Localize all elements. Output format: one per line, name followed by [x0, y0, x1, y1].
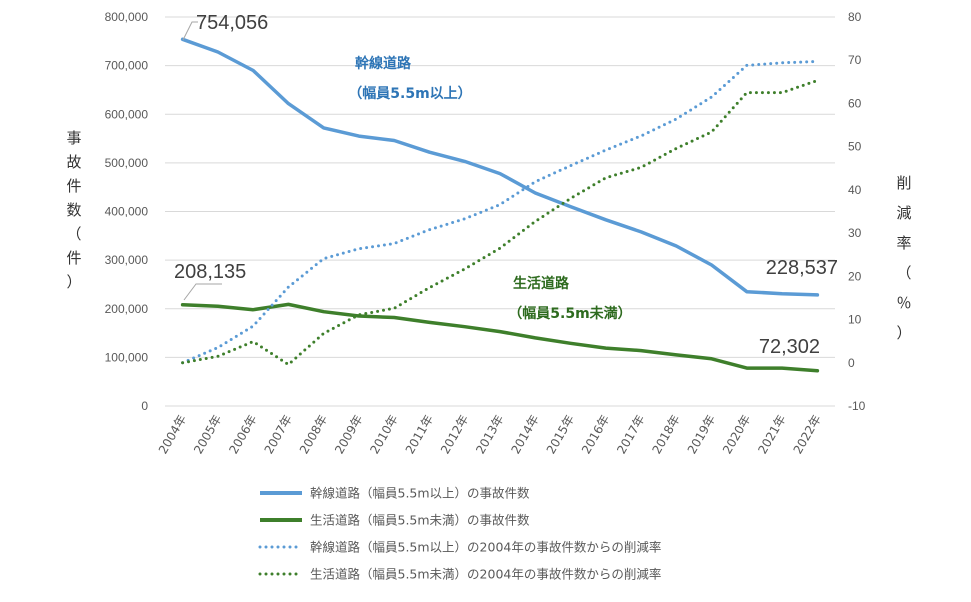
callout-label: 754,056: [196, 12, 268, 34]
left-tick-label: 100,000: [105, 350, 149, 364]
right-tick-label: -10: [848, 399, 866, 413]
left-axis-label: 事故件数（件）: [66, 129, 81, 291]
right-axis-ticks: -10 0 10 20 30 40 50 60 70 80: [848, 10, 866, 413]
right-tick-label: 20: [848, 269, 862, 283]
x-tick-label: 2008年: [297, 413, 330, 457]
x-tick-label: 2013年: [473, 413, 506, 457]
right-axis-label-char: 減: [896, 204, 911, 222]
annotation-subtitle: （幅員5.5m以上）: [348, 85, 471, 102]
left-axis-label-char: 故: [66, 153, 81, 171]
x-tick-label: 2011年: [403, 413, 436, 457]
series-line-3: [181, 60, 819, 365]
x-tick-label: 2020年: [720, 413, 753, 457]
left-axis-label-char: 事: [66, 129, 81, 147]
x-tick-label: 2009年: [332, 413, 365, 457]
left-tick-label: 700,000: [105, 59, 149, 73]
annotation-title: 幹線道路: [355, 55, 412, 72]
legend-label: 生活道路（幅員5.5m未満）の事故件数: [310, 513, 530, 528]
left-tick-label: 400,000: [105, 205, 149, 219]
x-tick-label: 2012年: [438, 413, 471, 457]
chart-annotations: 幹線道路 （幅員5.5m以上） 生活道路 （幅員5.5m未満）: [348, 55, 631, 322]
legend: 幹線道路（幅員5.5m以上）の事故件数生活道路（幅員5.5m未満）の事故件数幹線…: [258, 486, 661, 582]
legend-label: 幹線道路（幅員5.5m以上）の事故件数: [310, 486, 530, 501]
x-tick-label: 2007年: [262, 413, 295, 457]
left-tick-label: 300,000: [105, 253, 149, 267]
left-tick-label: 500,000: [105, 156, 149, 170]
x-tick-label: 2019年: [685, 413, 718, 457]
right-axis-label-char: ％: [896, 294, 911, 312]
x-tick-label: 2010年: [367, 413, 400, 457]
right-tick-label: 30: [848, 226, 862, 240]
callout-label: 72,302: [759, 336, 820, 358]
left-axis-label-char: 数: [66, 201, 81, 219]
series-line-1: [180, 37, 820, 297]
x-tick-label: 2018年: [650, 413, 683, 457]
right-tick-label: 70: [848, 53, 862, 67]
left-axis-label-char: （: [66, 225, 81, 243]
series-line-4: [181, 79, 819, 366]
x-tick-label: 2006年: [226, 413, 259, 457]
callout-leader: [182, 21, 198, 41]
x-tick-label: 2022年: [791, 413, 824, 457]
right-axis-label: 削減率 （ ％ ）: [896, 174, 911, 342]
callout-label: 228,537: [766, 257, 838, 279]
left-axis-label-char: 件: [66, 177, 81, 195]
right-axis-label-char: 削: [896, 174, 911, 192]
right-tick-label: 40: [848, 183, 862, 197]
x-tick-label: 2017年: [614, 413, 647, 457]
legend-label: 幹線道路（幅員5.5m以上）の2004年の事故件数からの削減率: [310, 540, 661, 555]
legend-label: 生活道路（幅員5.5m未満）の2004年の事故件数からの削減率: [310, 567, 661, 582]
callout-leader: [183, 283, 222, 301]
right-tick-label: 60: [848, 96, 862, 110]
right-tick-label: 10: [848, 313, 862, 327]
left-tick-label: 800,000: [105, 10, 149, 24]
series-line-2: [180, 302, 820, 373]
annotation-subtitle: （幅員5.5m未満）: [508, 305, 631, 322]
right-tick-label: 0: [848, 356, 855, 370]
gridlines: [165, 16, 835, 407]
x-tick-label: 2021年: [755, 413, 788, 457]
x-axis-ticks: 2004年 2005年 2006年 2007年 2008年 2009年 2010年 2011年…: [156, 413, 824, 457]
left-tick-label: 600,000: [105, 107, 149, 121]
series-lines: [180, 37, 820, 373]
x-tick-label: 2005年: [191, 413, 224, 457]
x-tick-label: 2016年: [579, 413, 612, 457]
x-tick-label: 2015年: [544, 413, 577, 457]
left-axis-label-char: 件: [66, 249, 81, 267]
right-tick-label: 50: [848, 140, 862, 154]
right-tick-label: 80: [848, 10, 862, 24]
right-axis-label-char: （: [896, 264, 911, 282]
left-tick-label: 200,000: [105, 302, 149, 316]
right-axis-label-char: ）: [896, 324, 911, 342]
left-axis-ticks: 0 100,000 200,000 300,000 400,000 500,000 600,…: [105, 10, 149, 413]
right-axis-label-char: 率: [896, 234, 911, 252]
x-tick-label: 2014年: [508, 413, 541, 457]
x-tick-label: 2004年: [156, 413, 189, 457]
callout-label: 208,135: [174, 261, 246, 283]
annotation-title: 生活道路: [513, 275, 570, 292]
left-tick-label: 0: [141, 399, 148, 413]
left-axis-label-char: ）: [66, 273, 81, 291]
data-callouts: 754,056 228,537 208,135 72,302: [174, 12, 838, 358]
